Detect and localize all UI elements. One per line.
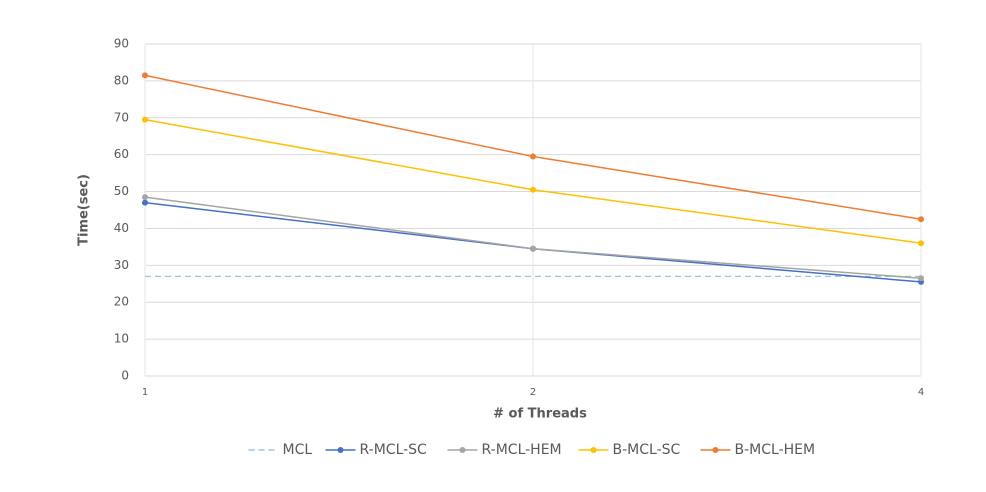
y-tick-label: 90 [114,37,129,51]
x-tick-label: 2 [530,387,536,398]
x-tick-label: 1 [142,387,148,398]
legend-marker [712,447,719,453]
data-point [530,186,536,193]
y-tick-label: 60 [114,147,129,161]
data-point [142,199,148,206]
data-point [142,194,148,201]
legend-label: R-MCL-HEM [482,442,562,458]
legend-label: MCL [283,442,313,458]
y-tick-label: 70 [114,110,129,124]
x-axis-label: # of Threads [493,407,587,422]
data-point [142,72,148,79]
y-tick-label: 40 [114,221,129,235]
data-point [918,240,924,247]
y-tick-label: 80 [114,73,129,87]
x-tick-label: 4 [918,387,924,398]
legend-label: B-MCL-HEM [735,442,816,458]
y-tick-label: 0 [121,369,129,383]
y-tick-label: 30 [114,258,129,272]
data-point [918,275,924,282]
legend-label: B-MCL-SC [613,442,681,458]
data-point [530,153,536,160]
legend-marker [337,447,344,453]
y-axis-label: Time(sec) [77,174,92,246]
data-point [918,216,924,223]
data-point [530,245,536,252]
data-point [142,116,148,123]
y-tick-label: 50 [114,184,129,198]
legend-marker [459,447,466,453]
legend-label: R-MCL-SC [360,442,428,458]
y-tick-label: 10 [114,332,129,346]
y-tick-label: 20 [114,295,129,309]
legend-marker [590,447,597,453]
